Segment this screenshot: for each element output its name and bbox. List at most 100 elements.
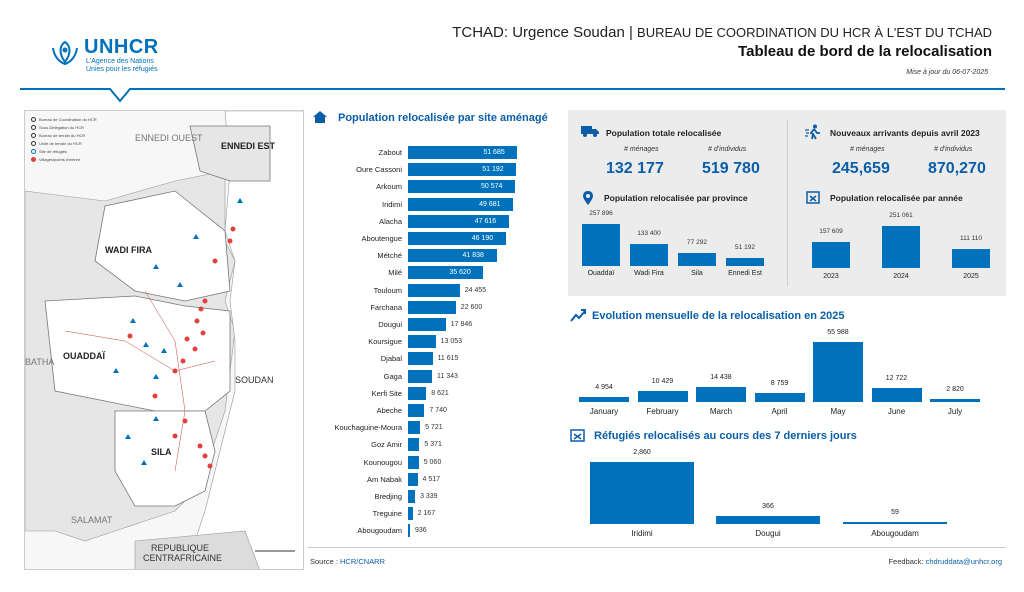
legend-label: Villages/points d'entrée [39,157,81,162]
site-label: Touloum [373,285,402,295]
province-bar [582,224,620,266]
week-value: 366 [762,503,774,511]
site-label: Kouchaguine-Moura [334,423,402,433]
site-label: Métché [377,251,402,261]
province-label: Wadi Fira [634,270,664,277]
week-label: Abougoudam [871,529,919,538]
site-bar [408,455,419,469]
map-label-ennedi-est: ENNEDI EST [221,141,276,151]
site-value: 11 615 [437,355,459,363]
province-value: 257 896 [589,210,613,217]
site-value: 47 616 [474,217,497,225]
site-value: 5 060 [423,458,442,466]
site-label: Abougoudam [357,526,402,536]
footer-divider [308,547,1006,548]
month-label: July [947,407,963,416]
calendar-icon [806,191,820,204]
province-bar [726,257,764,266]
site-value: 35 620 [449,269,471,277]
logo-tagline-1: L'Agence des Nations [86,58,154,65]
title-sub: BUREAU DE COORDINATION DU HCR À L'EST DU… [637,25,992,40]
feedback-note: Feedback: chdruddata@unhcr.org [888,557,1002,566]
week-bar [716,516,820,524]
stats-panel: Population totale relocalisée # ménages … [568,110,1006,296]
source-link[interactable]: HCR/CNARR [340,557,386,566]
site-label: Am Nabak [366,474,402,484]
legend-field-unit: Unité de terrain du HCR [31,141,82,147]
province-label: Sila [691,270,703,277]
site-value: 4 517 [422,475,441,483]
feedback-link[interactable]: chdruddata@unhcr.org [925,557,1002,566]
month-value: 8 759 [770,379,789,387]
legend-coordination: Bureau de Coordination du HCR [31,117,97,123]
legend-label: Bureau de Coordination du HCR [39,117,97,122]
unhcr-logo: UNHCR L'Agence des Nations Unies pour le… [50,36,200,78]
site-bar [408,197,514,211]
new-menages-caption: # ménages [850,146,885,153]
week-bar [590,462,694,524]
year-value: 251 061 [889,212,913,219]
site-value: 5 371 [424,441,442,449]
legend-label: Sous-Délégation du HCR [39,125,84,130]
site-bar [408,214,509,228]
site-bar [408,404,425,417]
week-label: Dougui [755,529,781,538]
year-label: 2024 [893,273,909,280]
site-label: Arkoum [376,182,402,192]
feedback-label: Feedback: [888,557,926,566]
month-value: 10 429 [651,377,674,385]
site-label: Koursigue [368,337,402,347]
month-bar [579,396,629,402]
legend-field-office: Bureau de terrain du HCR [31,133,86,139]
year-label: 2023 [823,273,839,280]
total-indiv-caption: # d'individus [708,146,747,153]
site-bar [408,438,420,452]
legend-label: Site de réfugiés [39,149,67,154]
map-pins [113,198,243,469]
site-bar [408,249,497,263]
month-label: February [646,407,679,416]
month-label: March [709,407,733,416]
week-value: 2,860 [633,449,651,456]
site-bar [408,283,460,297]
site-value: 7 740 [429,407,447,414]
site-bar [408,318,446,331]
map-label-soudan: SOUDAN [235,375,274,385]
site-bar [408,163,517,177]
site-value: 49 681 [479,200,501,208]
truck-icon [581,126,599,137]
site-value: 51 192 [482,166,504,174]
map-geography [25,111,303,569]
site-value: 17 846 [450,321,473,328]
map-label-batha: BATHA [25,357,55,367]
site-value: 24 455 [464,286,487,294]
month-bar [696,386,746,402]
month-label: June [887,407,906,416]
site-label: Goz Amir [371,440,402,450]
site-value: 50 574 [480,183,503,191]
site-bar [408,300,456,314]
legend-label: Bureau de terrain du HCR [39,133,86,138]
site-bar [408,490,416,503]
relocation-map[interactable]: Bureau de Coordination du HCR Sous-Délég… [24,110,304,570]
weekly-chart-title: Réfugiés relocalisés au cours des 7 dern… [594,430,857,442]
new-indiv-value: 870,270 [928,160,986,177]
site-bar [408,472,418,486]
site-bar [408,386,427,400]
update-date: Mise à jour du 06-07-2025 [906,69,988,76]
province-value: 77 292 [687,239,707,247]
source-note: Source : HCR/CNARR [310,557,385,566]
calendar-x-icon [570,429,585,442]
site-value: 11 343 [436,372,458,380]
site-value: 2 167 [417,510,436,518]
map-label-ouaddai: OUADDAÏ [63,351,105,361]
house-icon [313,111,327,123]
site-value: 5 721 [425,424,443,432]
site-bar [408,232,506,245]
new-menages-value: 245,659 [832,160,890,177]
province-value: 133 400 [637,230,661,238]
source-label: Source : [310,557,341,566]
site-label: Dougui [378,320,402,329]
site-label: Treguine [372,509,402,519]
year-value: 111 110 [959,235,983,243]
